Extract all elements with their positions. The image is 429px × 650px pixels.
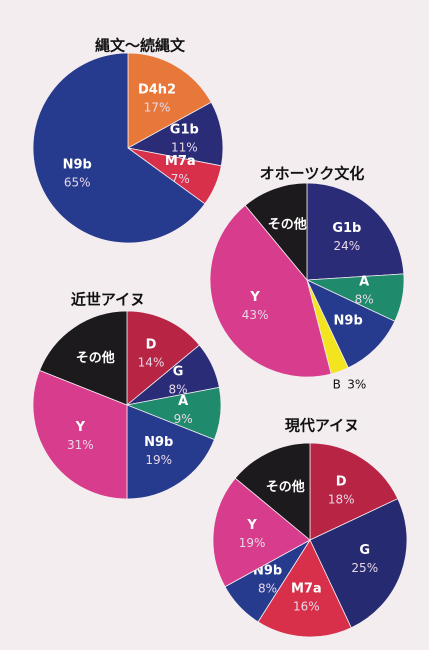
pie-slice [244, 182, 308, 282]
pie-slice [309, 442, 399, 541]
slice-value: 11% [171, 141, 198, 155]
slice-value: 8% [355, 292, 374, 306]
pie-slice [234, 442, 311, 541]
pie-slice [32, 369, 128, 500]
pie-slice [32, 52, 206, 244]
slice-value: 3% [347, 377, 366, 391]
slice-label: D4h2 [138, 82, 176, 97]
slice-label: D [146, 337, 157, 352]
pie-slice [209, 204, 332, 378]
slice-label: G [359, 543, 370, 558]
chart-title: 近世アイヌ [71, 291, 145, 309]
slice-label: Y [75, 420, 86, 435]
slice-value: 65% [64, 175, 91, 189]
slice-value: 25% [351, 561, 378, 575]
slice-value: 14% [138, 355, 165, 369]
pie-slice [306, 182, 405, 281]
slice-value: 24% [334, 239, 361, 253]
slice-label: N9b [63, 157, 92, 172]
chart-title: 現代アイヌ [285, 417, 359, 435]
slice-value: 17% [144, 100, 171, 114]
slice-value: 18% [328, 492, 355, 506]
chart-title: オホーツク文化 [260, 165, 365, 183]
slice-value: 19% [145, 453, 172, 467]
slice-label: G1b [170, 123, 199, 138]
slice-label: D [336, 474, 347, 489]
pie-slice [212, 477, 311, 588]
slice-label: N9b [144, 435, 173, 450]
chart-title: 縄文～続縄文 [95, 37, 186, 55]
slice-label: N9b [334, 314, 363, 329]
pie-slice [126, 404, 215, 500]
slice-label: A [359, 274, 369, 289]
slice-value: 19% [239, 536, 266, 550]
slice-value: 9% [174, 412, 193, 426]
pie-slice [257, 539, 352, 638]
slice-label: Y [249, 290, 260, 305]
slice-value: 16% [293, 600, 320, 614]
pie-slice [127, 52, 212, 149]
slice-label: M7a [291, 582, 322, 597]
pie-slice [39, 310, 128, 406]
pie-slice [126, 101, 224, 167]
slice-label: Y [246, 518, 257, 533]
slice-label: G1b [332, 221, 361, 236]
slice-label: その他 [266, 479, 305, 495]
slice-label: G [173, 364, 184, 379]
pie-slice [126, 310, 200, 406]
slice-label: B [333, 377, 341, 391]
slice-value: 31% [67, 438, 94, 452]
slice-value: 8% [169, 382, 188, 396]
slice-label: その他 [268, 217, 307, 233]
slice-value: 43% [242, 308, 269, 322]
slice-label: その他 [76, 350, 115, 366]
slice-value: 8% [258, 581, 277, 595]
slice-label: A [178, 394, 188, 409]
pie-slice [309, 498, 408, 629]
pie-slice [306, 279, 396, 369]
slice-label: M7a [165, 154, 196, 169]
